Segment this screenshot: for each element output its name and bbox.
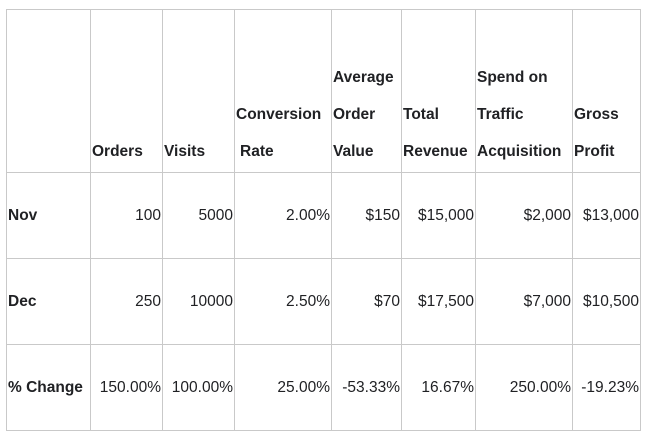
header-cell-average-order-value: Average Order Value [331,9,402,173]
header-orders-line-1: Orders [92,143,143,160]
cell-conversion-rate: 25.00% [234,344,332,431]
header-profit-line-1: Gross [574,106,619,123]
header-spend-line-2: Traffic [477,106,524,123]
cell-gross-profit: $10,500 [572,258,641,345]
cell-gross-profit: $13,000 [572,172,641,259]
row-label: Nov [6,172,91,259]
header-row: Orders Visits Conversion Rate Average Or… [6,9,641,173]
cell-spend: 250.00% [475,344,573,431]
header-revenue-line-2: Revenue [403,143,468,160]
cell-spend: $7,000 [475,258,573,345]
header-spend-line-3: Acquisition [477,143,562,160]
header-cell-empty [6,9,91,173]
row-label: Dec [6,258,91,345]
cell-total-revenue: 16.67% [401,344,476,431]
cell-orders: 100 [90,172,163,259]
cell-spend: $2,000 [475,172,573,259]
table-row-dec: Dec 250 10000 2.50% $70 $17,500 $7,000 $… [6,258,641,345]
cell-visits: 5000 [162,172,235,259]
header-revenue-line-1: Total [403,106,439,123]
header-cell-spend-on-traffic-acquisition: Spend on Traffic Acquisition [475,9,573,173]
header-cell-total-revenue: Total Revenue [401,9,476,173]
table-row-percent-change: % Change 150.00% 100.00% 25.00% -53.33% … [6,344,641,431]
cell-orders: 250 [90,258,163,345]
cell-average-order-value: -53.33% [331,344,402,431]
header-aov-line-3: Value [333,143,374,160]
metrics-table: Orders Visits Conversion Rate Average Or… [6,9,641,431]
cell-visits: 100.00% [162,344,235,431]
cell-orders: 150.00% [90,344,163,431]
cell-conversion-rate: 2.00% [234,172,332,259]
table-row-nov: Nov 100 5000 2.00% $150 $15,000 $2,000 $… [6,172,641,259]
header-cell-orders: Orders [90,9,163,173]
cell-total-revenue: $15,000 [401,172,476,259]
header-cell-gross-profit: Gross Profit [572,9,641,173]
header-visits-line-1: Visits [164,143,206,160]
header-cell-visits: Visits [162,9,235,173]
cell-visits: 10000 [162,258,235,345]
header-profit-line-2: Profit [574,143,615,160]
cell-conversion-rate: 2.50% [234,258,332,345]
header-conversion-line-2: Rate [240,143,274,160]
header-conversion-line-1: Conversion [236,106,322,123]
header-aov-line-2: Order [333,106,376,123]
cell-average-order-value: $150 [331,172,402,259]
cell-total-revenue: $17,500 [401,258,476,345]
header-aov-line-1: Average [333,69,394,86]
cell-gross-profit: -19.23% [572,344,641,431]
row-label: % Change [6,344,91,431]
header-spend-line-1: Spend on [477,69,548,86]
cell-average-order-value: $70 [331,258,402,345]
header-cell-conversion-rate: Conversion Rate [234,9,332,173]
